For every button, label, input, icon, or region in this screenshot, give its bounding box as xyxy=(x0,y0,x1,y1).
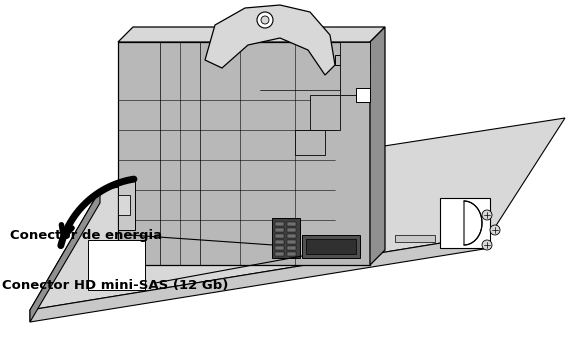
Polygon shape xyxy=(306,239,356,254)
Bar xyxy=(275,228,284,232)
Circle shape xyxy=(490,225,500,235)
Polygon shape xyxy=(370,27,385,265)
Bar xyxy=(287,234,296,238)
Bar xyxy=(287,240,296,244)
Polygon shape xyxy=(335,42,370,65)
Bar xyxy=(275,222,284,226)
Polygon shape xyxy=(118,195,130,215)
Polygon shape xyxy=(118,180,135,230)
Polygon shape xyxy=(88,240,145,290)
Polygon shape xyxy=(118,42,370,265)
Text: Conector HD mini-SAS (12 Gb): Conector HD mini-SAS (12 Gb) xyxy=(2,278,229,291)
Polygon shape xyxy=(30,118,565,310)
Circle shape xyxy=(257,12,273,28)
Bar xyxy=(287,252,296,256)
Polygon shape xyxy=(30,190,100,322)
Polygon shape xyxy=(464,201,482,245)
Circle shape xyxy=(482,240,492,250)
Polygon shape xyxy=(395,235,435,242)
Polygon shape xyxy=(295,130,325,155)
Bar xyxy=(287,222,296,226)
Polygon shape xyxy=(340,42,370,95)
Polygon shape xyxy=(302,235,360,258)
Polygon shape xyxy=(118,27,385,42)
Bar xyxy=(287,228,296,232)
Polygon shape xyxy=(356,88,370,102)
Bar xyxy=(275,234,284,238)
Circle shape xyxy=(261,16,269,24)
Circle shape xyxy=(482,210,492,220)
Polygon shape xyxy=(205,5,335,75)
Polygon shape xyxy=(310,95,340,130)
Bar xyxy=(275,240,284,244)
Polygon shape xyxy=(272,218,300,258)
Bar xyxy=(287,246,296,250)
Bar xyxy=(275,252,284,256)
Text: Conector de energia: Conector de energia xyxy=(10,230,162,243)
Polygon shape xyxy=(30,235,490,322)
Bar xyxy=(275,246,284,250)
Polygon shape xyxy=(440,198,490,248)
